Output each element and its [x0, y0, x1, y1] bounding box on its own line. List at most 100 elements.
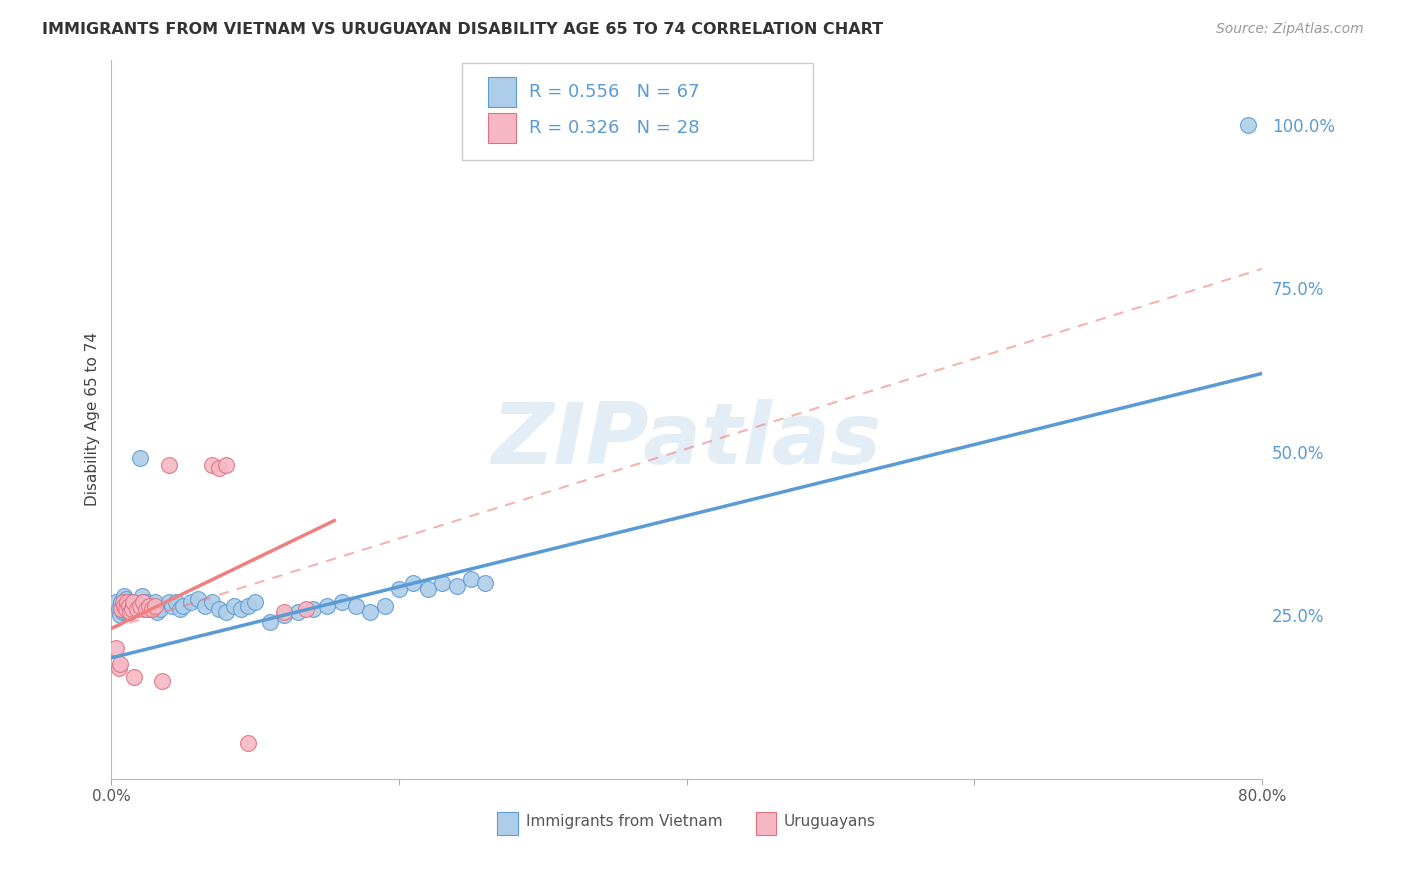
Point: [141, 599, 163, 613]
Point: [160, 599, 183, 613]
Point: [128, 599, 150, 613]
Point: [215, 605, 238, 619]
Point: [201, 595, 224, 609]
FancyBboxPatch shape: [496, 812, 517, 835]
Point: [114, 599, 136, 613]
Point: [120, 595, 142, 609]
Point: [125, 595, 148, 609]
Point: [330, 595, 353, 609]
Point: [112, 602, 135, 616]
Point: [150, 673, 173, 688]
Point: [194, 599, 217, 613]
Point: [446, 579, 468, 593]
Point: [273, 605, 295, 619]
Point: [139, 602, 162, 616]
Point: [111, 595, 134, 609]
Point: [121, 599, 143, 613]
Point: [236, 599, 259, 613]
Point: [111, 599, 134, 613]
Point: [127, 602, 149, 616]
Text: IMMIGRANTS FROM VIETNAM VS URUGUAYAN DISABILITY AGE 65 TO 74 CORRELATION CHART: IMMIGRANTS FROM VIETNAM VS URUGUAYAN DIS…: [42, 22, 883, 37]
Point: [129, 451, 152, 466]
Point: [208, 461, 231, 475]
Point: [112, 595, 135, 609]
Point: [108, 608, 131, 623]
Point: [229, 602, 252, 616]
Point: [259, 615, 281, 629]
Point: [112, 589, 135, 603]
Point: [187, 592, 209, 607]
Text: Uruguayans: Uruguayans: [783, 814, 876, 830]
Point: [1236, 118, 1258, 132]
Point: [104, 595, 127, 609]
Point: [157, 595, 180, 609]
Point: [165, 595, 187, 609]
Point: [132, 595, 155, 609]
Point: [245, 595, 267, 609]
Point: [112, 599, 135, 613]
Point: [157, 458, 180, 472]
Text: Source: ZipAtlas.com: Source: ZipAtlas.com: [1216, 22, 1364, 37]
Point: [131, 589, 153, 603]
Point: [122, 595, 145, 609]
Text: R = 0.326   N = 28: R = 0.326 N = 28: [529, 119, 700, 137]
Point: [120, 605, 142, 619]
Point: [149, 602, 172, 616]
Point: [402, 575, 425, 590]
Point: [135, 602, 157, 616]
Point: [180, 595, 202, 609]
Point: [115, 595, 138, 609]
Point: [124, 599, 146, 613]
Point: [104, 641, 127, 656]
Point: [118, 605, 141, 619]
Point: [138, 599, 160, 613]
Point: [114, 592, 136, 607]
Point: [107, 602, 129, 616]
FancyBboxPatch shape: [488, 112, 516, 143]
Point: [222, 599, 245, 613]
FancyBboxPatch shape: [756, 812, 776, 835]
Text: R = 0.556   N = 67: R = 0.556 N = 67: [529, 83, 700, 101]
Point: [374, 599, 396, 613]
Point: [132, 595, 155, 609]
Point: [122, 602, 145, 616]
Point: [287, 605, 309, 619]
FancyBboxPatch shape: [463, 63, 813, 161]
Point: [316, 599, 339, 613]
Point: [120, 602, 142, 616]
Point: [143, 595, 166, 609]
Point: [111, 605, 134, 619]
Point: [236, 736, 259, 750]
Point: [114, 605, 136, 619]
Point: [432, 575, 454, 590]
Point: [115, 602, 138, 616]
Point: [169, 602, 191, 616]
Point: [143, 599, 166, 613]
Point: [110, 602, 132, 616]
Point: [129, 599, 152, 613]
Point: [124, 671, 146, 685]
Point: [122, 595, 145, 609]
Point: [118, 599, 141, 613]
Point: [344, 599, 367, 613]
FancyBboxPatch shape: [488, 77, 516, 107]
Point: [115, 595, 138, 609]
Point: [107, 661, 129, 675]
Point: [416, 582, 439, 597]
Point: [121, 602, 143, 616]
Point: [114, 602, 136, 616]
Point: [388, 582, 411, 597]
Point: [460, 573, 482, 587]
Point: [301, 602, 323, 616]
Point: [141, 602, 163, 616]
Text: Immigrants from Vietnam: Immigrants from Vietnam: [526, 814, 723, 830]
Point: [215, 458, 238, 472]
Point: [127, 602, 149, 616]
Y-axis label: Disability Age 65 to 74: Disability Age 65 to 74: [86, 332, 100, 507]
Point: [294, 602, 316, 616]
Point: [474, 575, 496, 590]
Point: [134, 602, 156, 616]
Text: ZIPatlas: ZIPatlas: [492, 400, 882, 483]
Point: [146, 605, 169, 619]
Point: [172, 599, 194, 613]
